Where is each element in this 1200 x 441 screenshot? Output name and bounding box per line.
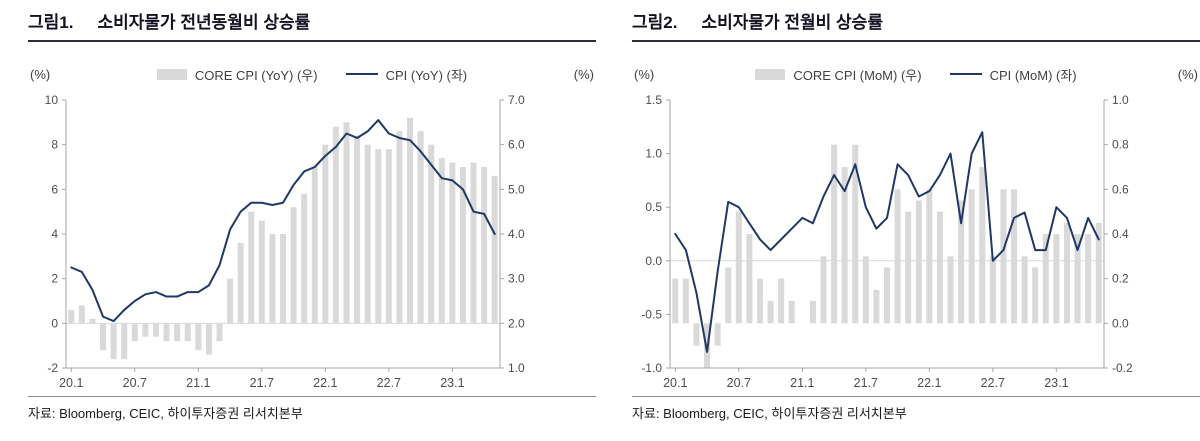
report-figures-row: 그림1. 소비자물가 전년동월비 상승률 (%) CORE CPI (YoY) …: [28, 8, 1200, 422]
legend-item-cpi-mom: CPI (MoM) (좌): [949, 65, 1077, 84]
line-series-cpi-mom: [674, 131, 1100, 353]
svg-text:3.0: 3.0: [508, 272, 525, 286]
svg-text:4.0: 4.0: [508, 227, 525, 241]
svg-text:0.0: 0.0: [1112, 316, 1129, 330]
svg-text:23.1: 23.1: [1044, 376, 1068, 390]
line-series-cpi-yoy: [70, 119, 496, 323]
svg-text:10: 10: [45, 93, 59, 107]
svg-text:20.7: 20.7: [123, 376, 147, 390]
svg-text:-0.5: -0.5: [641, 307, 662, 321]
figure-1-panel: 그림1. 소비자물가 전년동월비 상승률 (%) CORE CPI (YoY) …: [28, 8, 596, 422]
cpi-mom-combo-chart: -1.0 -0.5 0.0 0.5 1.0 1.5 -0.2 0.0 0.2 0.4 0.6 0.8 1…: [641, 93, 1133, 390]
right-axis-unit-label: (%): [1177, 66, 1198, 82]
svg-text:21.7: 21.7: [250, 376, 274, 390]
cpi-yoy-combo-chart: -2 0 2 4 6 8 10 1.0 2.0 3.0 4.0 5.0 6.0 7.0 20.1 20.7 21…: [45, 93, 525, 390]
figure-title: 소비자물가 전년동월비 상승률: [97, 13, 311, 32]
source-note: 자료: Bloomberg, CEIC, 하이투자증권 리서치본부: [632, 396, 1200, 422]
svg-text:20.1: 20.1: [59, 376, 83, 390]
right-axis-unit-label: (%): [573, 66, 594, 82]
svg-text:0: 0: [51, 316, 58, 330]
legend-label: CORE CPI (MoM) (우): [793, 67, 922, 83]
bar-series-core-cpi-mom: [672, 144, 1102, 368]
source-note: 자료: Bloomberg, CEIC, 하이투자증권 리서치본부: [28, 396, 596, 422]
svg-text:-1.0: -1.0: [641, 361, 662, 375]
svg-text:21.1: 21.1: [790, 376, 814, 390]
left-axis-unit-label: (%): [634, 66, 655, 82]
svg-text:1.0: 1.0: [645, 147, 662, 161]
svg-text:22.1: 22.1: [917, 376, 941, 390]
svg-text:21.7: 21.7: [854, 376, 878, 390]
svg-text:4: 4: [51, 227, 58, 241]
bar-series-swatch: [156, 68, 187, 80]
left-axis-unit-label: (%): [30, 66, 51, 82]
svg-text:8: 8: [51, 138, 58, 152]
svg-text:-2: -2: [47, 361, 58, 375]
svg-text:1.5: 1.5: [645, 93, 662, 107]
figure-label: 그림2.: [632, 13, 678, 32]
svg-text:0.8: 0.8: [1112, 138, 1129, 152]
line-series-swatch: [949, 73, 982, 75]
svg-text:6.0: 6.0: [508, 138, 525, 152]
svg-text:0.6: 0.6: [1112, 182, 1129, 196]
svg-text:20.7: 20.7: [727, 376, 751, 390]
svg-text:1.0: 1.0: [508, 361, 525, 375]
svg-text:0.2: 0.2: [1112, 272, 1129, 286]
svg-text:0.5: 0.5: [645, 200, 662, 214]
svg-text:2.0: 2.0: [508, 316, 525, 330]
legend-label: CPI (YoY) (좌): [385, 67, 468, 83]
axis-tick-labels: -1.0 -0.5 0.0 0.5 1.0 1.5 -0.2 0.0 0.2 0.4 0.6 0.8 1…: [641, 93, 1133, 390]
svg-text:22.7: 22.7: [377, 376, 401, 390]
bar-series-core-cpi-yoy: [68, 117, 498, 360]
axes: [62, 99, 504, 372]
svg-text:0.0: 0.0: [645, 254, 662, 268]
figure-2-header: 그림2. 소비자물가 전월비 상승률: [632, 8, 1200, 42]
axis-tick-labels: -2 0 2 4 6 8 10 1.0 2.0 3.0 4.0 5.0 6.0 7.0 20.1 20.7 21…: [45, 93, 525, 390]
svg-text:22.7: 22.7: [981, 376, 1005, 390]
svg-text:23.1: 23.1: [440, 376, 464, 390]
legend-item-core-cpi-yoy: CORE CPI (YoY) (우): [156, 65, 318, 84]
legend-item-cpi-yoy: CPI (YoY) (좌): [345, 65, 468, 84]
svg-text:5.0: 5.0: [508, 182, 525, 196]
legend-row: (%) CORE CPI (YoY) (우) CPI (YoY) (좌) (%): [28, 64, 596, 84]
figure-1-header: 그림1. 소비자물가 전년동월비 상승률: [28, 8, 596, 42]
figure-title: 소비자물가 전월비 상승률: [701, 13, 883, 32]
svg-text:20.1: 20.1: [663, 376, 687, 390]
chart-legend: CORE CPI (MoM) (우) CPI (MoM) (좌): [755, 65, 1077, 84]
legend-label: CORE CPI (YoY) (우): [194, 67, 318, 83]
line-series-swatch: [345, 73, 378, 75]
svg-text:6: 6: [51, 182, 58, 196]
legend-item-core-cpi-mom: CORE CPI (MoM) (우): [755, 65, 922, 84]
figure-2-panel: 그림2. 소비자물가 전월비 상승률 (%) CORE CPI (MoM) (우…: [632, 8, 1200, 422]
svg-text:21.1: 21.1: [186, 376, 210, 390]
axes: [666, 99, 1108, 372]
legend-label: CPI (MoM) (좌): [989, 67, 1077, 83]
svg-text:1.0: 1.0: [1112, 93, 1129, 107]
svg-text:7.0: 7.0: [508, 93, 525, 107]
svg-text:-0.2: -0.2: [1112, 361, 1133, 375]
svg-text:22.1: 22.1: [313, 376, 337, 390]
svg-text:2: 2: [51, 272, 58, 286]
legend-row: (%) CORE CPI (MoM) (우) CPI (MoM) (좌) (%): [632, 64, 1200, 84]
figure-label: 그림1.: [28, 13, 74, 32]
chart-legend: CORE CPI (YoY) (우) CPI (YoY) (좌): [156, 65, 468, 84]
bar-series-swatch: [755, 68, 786, 80]
svg-text:0.4: 0.4: [1112, 227, 1129, 241]
